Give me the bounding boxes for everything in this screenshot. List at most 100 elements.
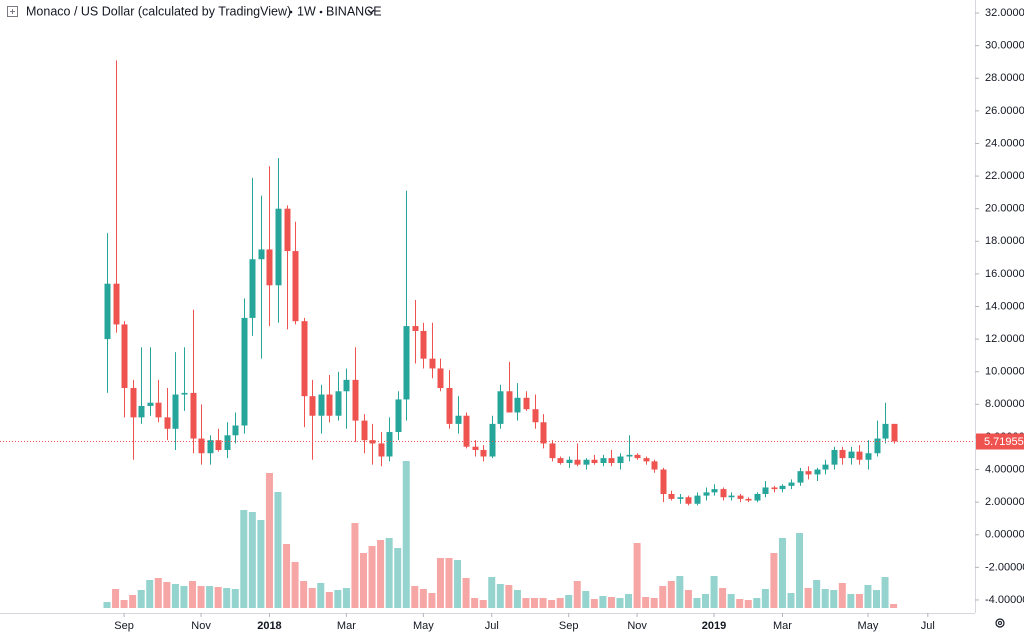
x-tick-label: Sep — [114, 620, 134, 632]
candle-body — [395, 399, 402, 433]
volume-bar — [103, 602, 111, 608]
candle-body — [779, 485, 786, 490]
volume-bar — [189, 581, 196, 608]
candle-body — [882, 423, 889, 439]
volume-bar — [702, 594, 709, 608]
candle-body — [848, 451, 855, 459]
volume-bar — [291, 562, 299, 608]
candle-body — [335, 391, 342, 416]
volume-bar — [625, 594, 633, 608]
volume-bar — [377, 540, 385, 608]
volume-bar — [821, 589, 829, 608]
volume-bar — [556, 598, 564, 608]
volume-bar — [180, 586, 188, 608]
candle-body — [241, 317, 248, 426]
volume-bar — [890, 604, 898, 608]
candle-body — [352, 379, 359, 421]
volume-bar — [796, 533, 804, 608]
candle-body — [583, 459, 590, 465]
collapse-icon[interactable] — [7, 6, 18, 17]
candle-body — [190, 392, 197, 439]
volume-bar — [847, 594, 855, 608]
candle-body — [258, 249, 265, 260]
interval[interactable]: 1W — [297, 4, 316, 18]
candle-body — [788, 482, 795, 486]
x-tick-label: Nov — [627, 620, 647, 632]
volume-bar — [411, 586, 419, 608]
volume-bar — [719, 588, 727, 608]
candle-body — [634, 454, 641, 459]
candle-body — [309, 396, 316, 416]
volume-bar — [462, 578, 470, 608]
dropdown-chevron[interactable] — [367, 9, 375, 14]
volume-bar — [325, 592, 333, 608]
volume-bar — [223, 588, 231, 608]
settings-icon[interactable] — [995, 618, 1005, 628]
x-tick-label: 2018 — [257, 620, 281, 632]
candle-body — [497, 391, 504, 424]
candle-body — [266, 249, 273, 286]
y-tick-label: 22.000000 — [985, 170, 1024, 182]
candle-body — [677, 497, 684, 499]
volume-bar — [770, 553, 778, 608]
candle-body — [831, 449, 838, 465]
candle-body — [437, 368, 444, 389]
volume-bar — [394, 548, 402, 608]
volume-bar — [855, 594, 863, 608]
volume-bar — [428, 593, 436, 608]
candle-body — [224, 435, 231, 450]
volume-bar — [693, 598, 701, 608]
candle-body — [626, 454, 633, 457]
volume-bar — [385, 538, 393, 608]
candle-body — [523, 397, 530, 410]
candle-body — [378, 443, 385, 457]
y-tick-label: 10.000000 — [985, 366, 1024, 378]
candle-body — [275, 208, 282, 286]
candle-body — [429, 358, 436, 369]
separator — [319, 10, 323, 14]
volume-bar — [642, 597, 650, 608]
volume-bar — [633, 543, 641, 608]
separator — [289, 10, 293, 14]
volume-bar — [436, 558, 444, 608]
volume-bar — [360, 553, 367, 608]
candle-body — [822, 464, 829, 470]
candle-body — [591, 459, 598, 464]
candle-body — [326, 394, 333, 416]
volume-bar — [240, 510, 248, 608]
candle-body — [720, 489, 727, 498]
x-tick-label: Mar — [337, 620, 356, 632]
candle-body — [608, 458, 615, 464]
volume-bar — [496, 584, 504, 608]
last-price-badge — [976, 433, 1024, 450]
header: Monaco / US Dollar (calculated by Tradin… — [7, 4, 382, 18]
x-tick-label: Mar — [773, 620, 792, 632]
y-tick-label: 8.000000 — [985, 398, 1024, 410]
gear — [995, 618, 1005, 628]
candle-body — [284, 208, 291, 252]
volume-bar — [659, 586, 667, 608]
candle-body — [694, 495, 701, 504]
candle-body — [557, 458, 564, 464]
candle-body — [489, 423, 496, 457]
candle-body — [574, 459, 581, 465]
volume-bar — [368, 546, 376, 608]
y-tick-label: 26.000000 — [985, 105, 1024, 117]
volume-bar — [573, 581, 581, 608]
candle-body — [301, 321, 308, 397]
volume-bar — [599, 596, 607, 608]
candle-body — [104, 283, 111, 340]
volume-bar — [881, 577, 889, 608]
x-tick-label: Jul — [921, 620, 935, 632]
candle-body — [856, 451, 863, 460]
candle-body — [754, 493, 761, 501]
candle-body — [455, 415, 462, 424]
volume-bar — [684, 590, 692, 608]
candle-body — [472, 446, 479, 450]
candle-body — [181, 392, 188, 395]
candle-body — [745, 498, 752, 501]
volume-bar — [676, 576, 684, 608]
y-tick-label: 24.000000 — [985, 137, 1024, 149]
